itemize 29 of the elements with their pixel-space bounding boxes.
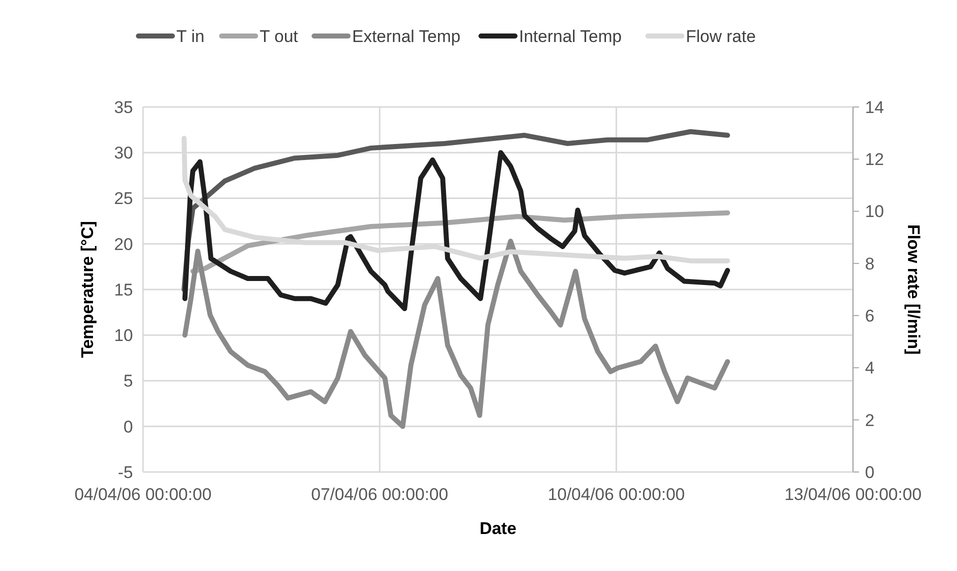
y2-tick-label: 0 (865, 462, 874, 482)
x-tick-label: 13/04/06 00:00:00 (784, 485, 922, 504)
y-tick-label: 20 (114, 234, 133, 254)
legend-label: External Temp (352, 26, 460, 46)
y-tick-label: -5 (118, 462, 133, 482)
y2-tick-label: 2 (865, 410, 874, 430)
y2-tick-label: 4 (865, 358, 874, 378)
y2-tick-label: 6 (865, 306, 874, 326)
y-tick-label: 30 (114, 144, 133, 163)
y-tick-label: 0 (124, 417, 133, 436)
legend-label: T in (176, 26, 204, 46)
y-tick-label: 15 (114, 280, 133, 300)
y-tick-label: 25 (114, 189, 133, 208)
y2-tick-label: 14 (865, 98, 884, 117)
y-axis-title: Temperature [°C] (78, 221, 97, 358)
x-tick-label: 04/04/06 00:00:00 (74, 485, 212, 504)
x-tick-label: 10/04/06 00:00:00 (548, 485, 685, 504)
y-tick-label: 5 (124, 372, 133, 391)
x-axis-title: Date (480, 519, 516, 538)
y2-tick-label: 8 (865, 254, 874, 274)
y-tick-label: 10 (114, 326, 133, 346)
y2-tick-label: 10 (865, 202, 884, 222)
legend-label: Internal Temp (519, 26, 622, 46)
y2-tick-label: 12 (865, 150, 884, 170)
x-tick-label: 07/04/06 00:00:00 (311, 485, 448, 504)
legend-label: T out (260, 26, 298, 46)
y-tick-label: 35 (114, 98, 133, 117)
legend-label: Flow rate (686, 26, 756, 46)
y2-axis-title: Flow rate [l/min] (904, 224, 923, 355)
